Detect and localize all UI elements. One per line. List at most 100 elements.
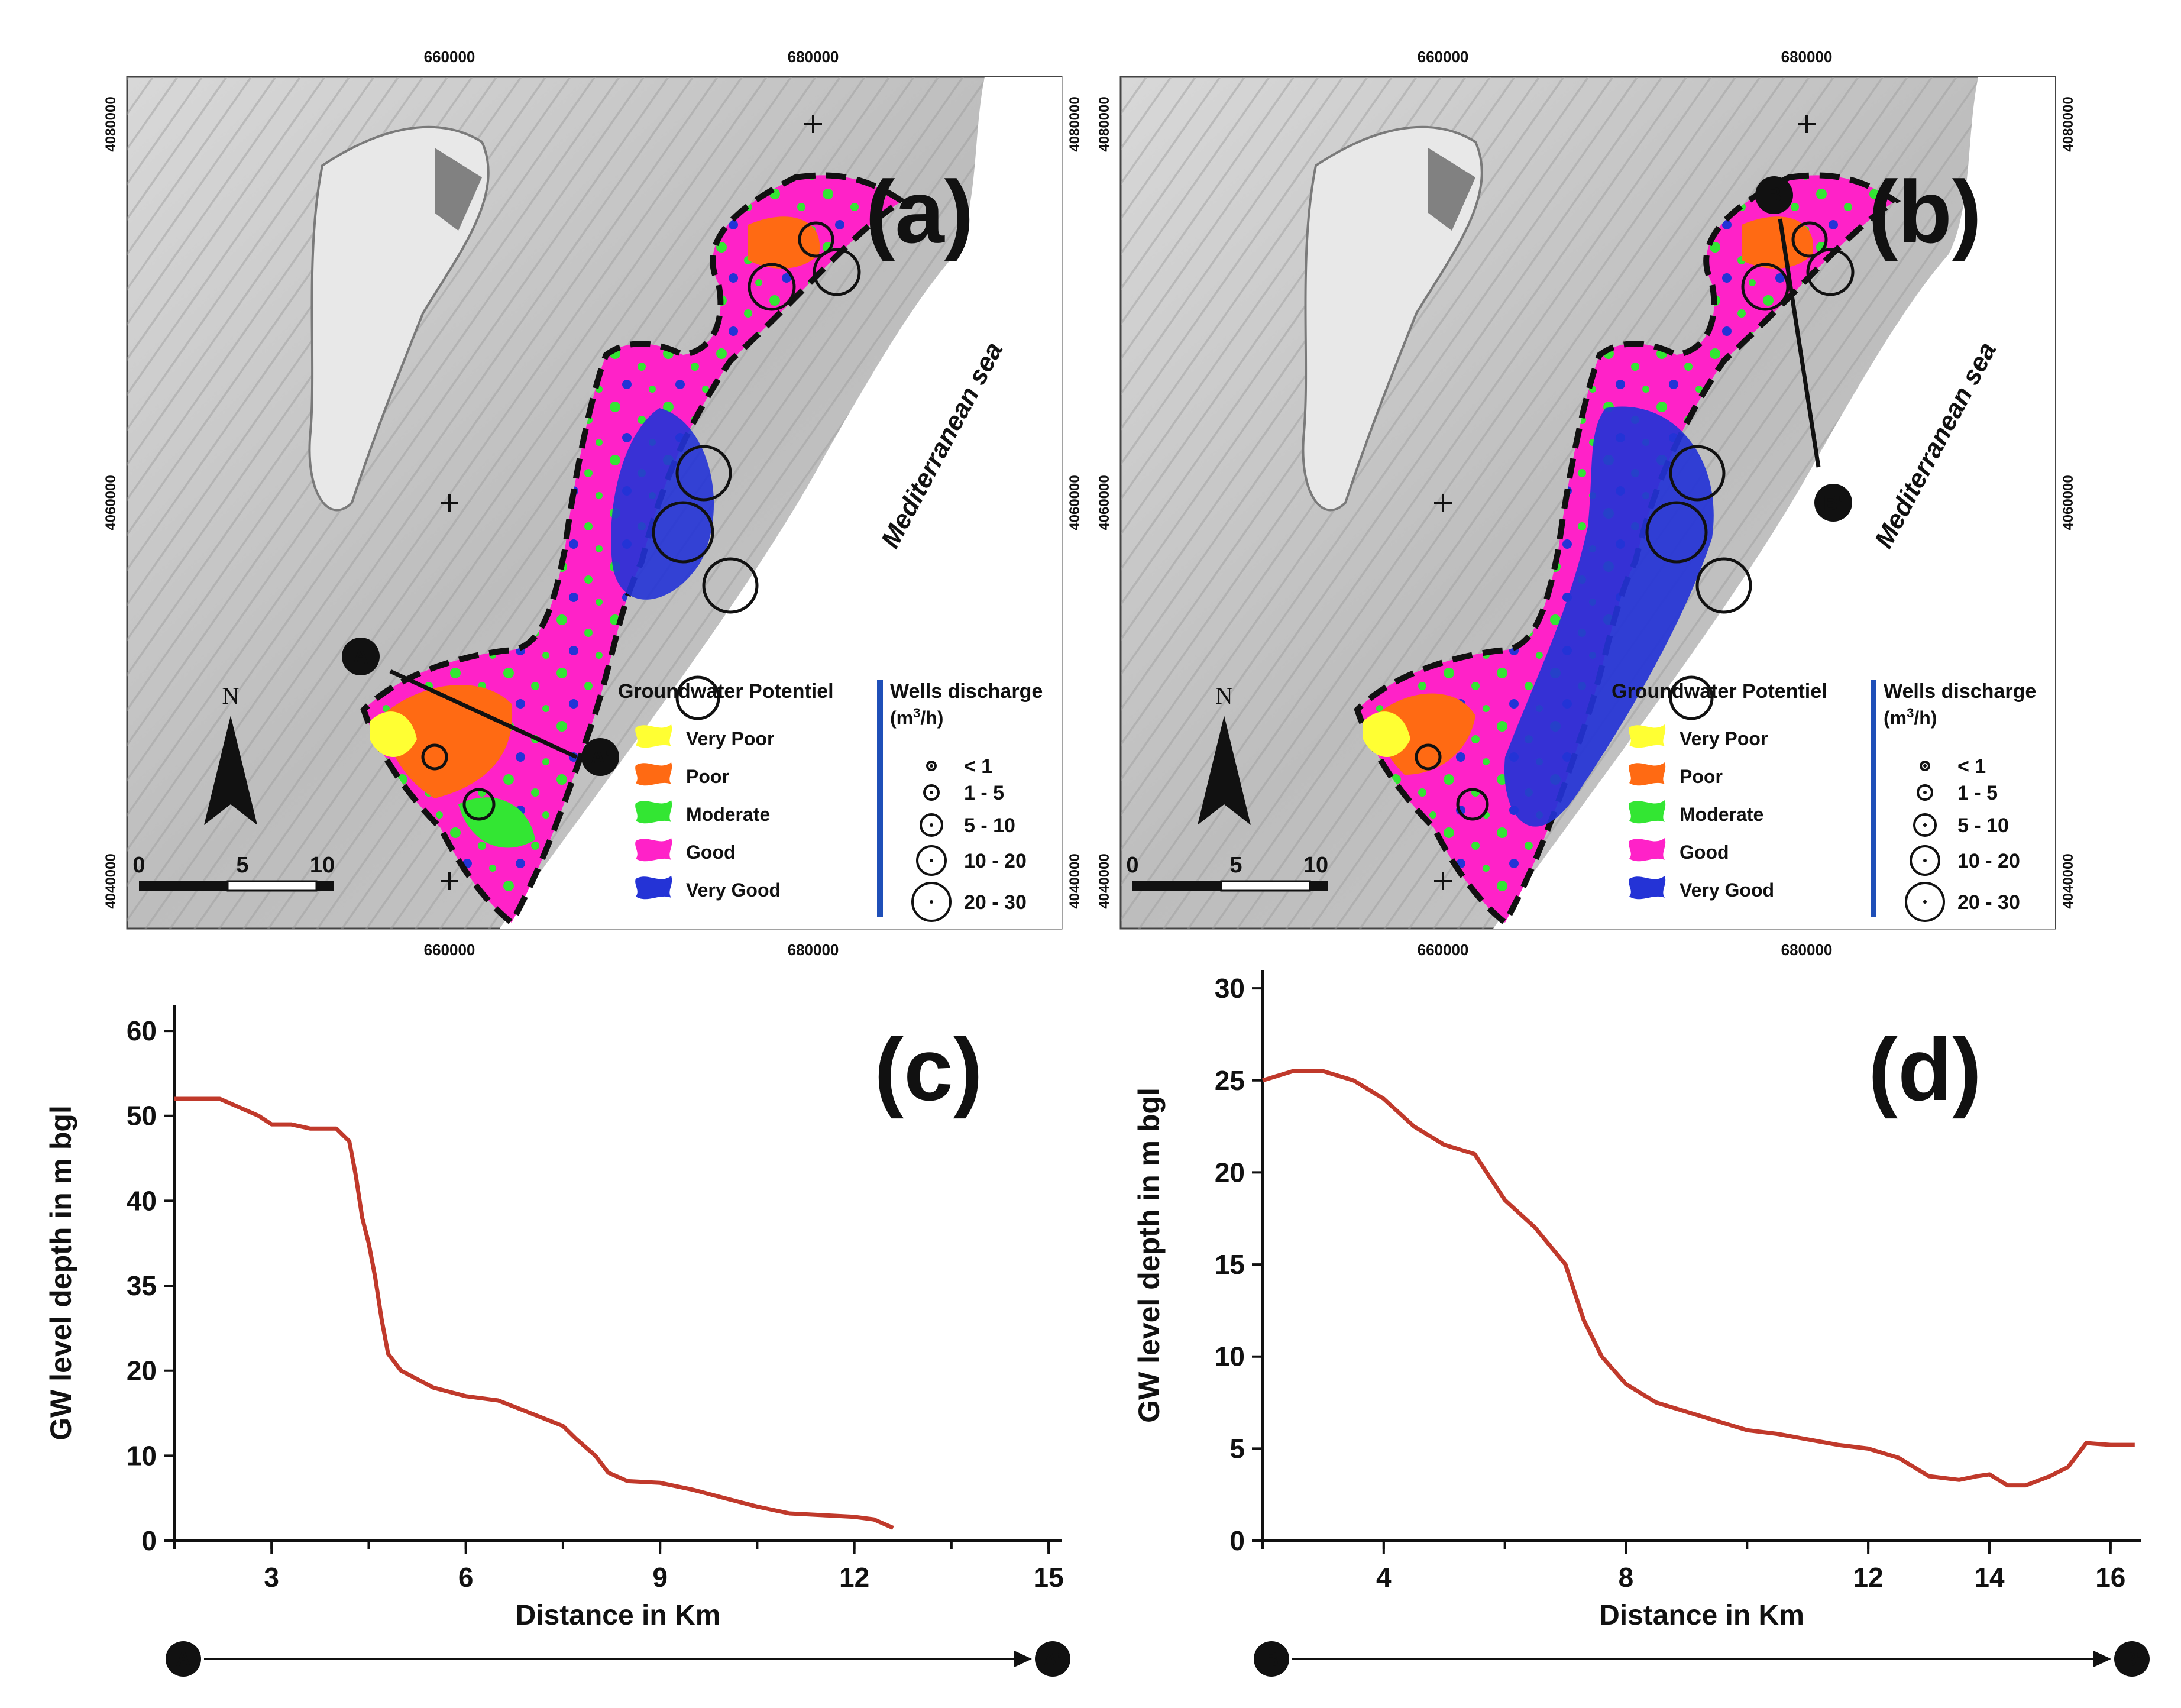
legend-swatch-good bbox=[1629, 838, 1666, 862]
legend-swatch-poor bbox=[635, 762, 672, 786]
y-tick-label: 25 bbox=[1215, 1065, 1245, 1096]
map-x-tick-label: 660000 bbox=[424, 48, 475, 66]
map-x-tick-label: 680000 bbox=[788, 48, 839, 66]
wells-legend-label: 1 - 5 bbox=[964, 782, 1004, 804]
wells-legend-dot bbox=[930, 791, 933, 794]
well-marker bbox=[652, 501, 714, 564]
wells-legend-dot bbox=[930, 900, 933, 904]
wells-legend-unit: (m3/h) bbox=[890, 706, 943, 729]
wells-legend-dot bbox=[1923, 823, 1927, 827]
point-b-label: B bbox=[1766, 183, 1782, 207]
wells-legend-circle bbox=[926, 761, 937, 771]
wells-legend-dot bbox=[1923, 859, 1927, 862]
map-y-tick-label: 4040000 bbox=[103, 853, 119, 908]
wells-legend-circle bbox=[1910, 845, 1940, 876]
ridge-shadow bbox=[435, 148, 482, 231]
map-y-tick-label: 4080000 bbox=[1096, 96, 1112, 151]
legend-label-very-poor: Very Poor bbox=[1680, 728, 1768, 749]
well-marker bbox=[1806, 248, 1855, 296]
profile-arrow-head-icon bbox=[2093, 1651, 2111, 1667]
profile-end-label: A' bbox=[1044, 1649, 1062, 1670]
wells-legend-circle bbox=[920, 813, 943, 837]
very-poor-patch bbox=[370, 711, 417, 757]
wells-legend-label: 10 - 20 bbox=[964, 850, 1027, 872]
grid-cross bbox=[1434, 494, 1452, 512]
profile-start-marker bbox=[1254, 1641, 1289, 1677]
legend-label-very-poor: Very Poor bbox=[686, 728, 774, 749]
wells-legend-label: 20 - 30 bbox=[1957, 891, 2020, 914]
map-decorations: 660000 660000 680000 680000 4080000 4080000 40… bbox=[103, 48, 2076, 959]
well-marker bbox=[1791, 221, 1828, 258]
wells-legend-title: Wells discharge bbox=[890, 680, 1043, 703]
panel-label-d: (d) bbox=[1868, 1020, 1982, 1119]
profile-start-label: A bbox=[176, 1648, 191, 1671]
wells-legend-label: 20 - 30 bbox=[964, 891, 1027, 914]
profile-line-a bbox=[389, 669, 578, 759]
y-axis-label: GW level depth in m bgl bbox=[44, 1105, 77, 1441]
y-tick-label: 40 bbox=[127, 1185, 157, 1216]
point-b-prime-label: B' bbox=[1824, 492, 1843, 515]
sea-area bbox=[500, 77, 1062, 929]
very-good-patch bbox=[1504, 406, 1714, 827]
wells-legend-circle bbox=[1913, 813, 1937, 837]
legend-swatch-poor bbox=[1629, 762, 1666, 786]
wells-legend-circle bbox=[1905, 882, 1945, 922]
y-tick-label: 0 bbox=[141, 1525, 157, 1556]
point-a-prime-label: A' bbox=[591, 746, 610, 769]
chart-d: 0 5 10 15 20 25 30 4 8 12 14 16 Distance in Km GW lev… bbox=[1132, 970, 2150, 1677]
legend-label-poor: Poor bbox=[1680, 766, 1723, 787]
x-axis-label: Distance in Km bbox=[1599, 1600, 1804, 1631]
legend-label-very-good: Very Good bbox=[1680, 879, 1774, 901]
scale-label: 10 bbox=[310, 853, 335, 878]
y-tick-label: 10 bbox=[127, 1440, 157, 1471]
map-y-tick-label: 4060000 bbox=[103, 475, 119, 530]
panel-label-a: (a) bbox=[865, 162, 973, 261]
well-marker bbox=[421, 743, 448, 771]
potential-legend-title: Groundwater Potentiel bbox=[1612, 680, 1827, 703]
point-a-marker bbox=[342, 638, 380, 675]
map-x-tick-label: 660000 bbox=[424, 941, 475, 959]
y-tick-label: 30 bbox=[1215, 973, 1245, 1004]
legend-label-good: Good bbox=[686, 842, 736, 863]
profile-line-b bbox=[1778, 218, 1821, 468]
wells-legend-circle bbox=[923, 784, 940, 801]
well-marker bbox=[1695, 557, 1752, 614]
legend-swatch-very-good bbox=[1629, 876, 1666, 900]
legend-swatch-very-good bbox=[635, 876, 672, 900]
wells-legend-dot bbox=[1923, 791, 1927, 794]
wells-markers bbox=[421, 221, 861, 821]
grid-cross bbox=[1434, 872, 1452, 890]
y-tick-label: 0 bbox=[1229, 1525, 1245, 1556]
north-arrow-icon bbox=[204, 716, 257, 825]
scale-bar-end bbox=[1310, 881, 1328, 891]
north-label: N bbox=[1216, 682, 1233, 709]
wells-legend-circle bbox=[916, 845, 947, 876]
scale-bar-dark bbox=[139, 881, 228, 891]
point-b-marker bbox=[1755, 176, 1793, 214]
wells-legend-label: 1 - 5 bbox=[1957, 782, 1998, 804]
map-y-tick-label: 4060000 bbox=[2060, 475, 2076, 530]
series-line bbox=[1261, 1069, 2135, 1488]
y-tick-label: 10 bbox=[1215, 1341, 1245, 1372]
legend-divider bbox=[877, 680, 883, 917]
grid-cross bbox=[441, 494, 458, 512]
wells-legend-title: Wells discharge bbox=[1884, 680, 2036, 703]
x-tick-label: 8 bbox=[1619, 1562, 1634, 1593]
potential-zone bbox=[1354, 172, 1901, 927]
legend-swatch-very-poor bbox=[1629, 724, 1666, 748]
scale-label: 0 bbox=[1126, 853, 1138, 878]
wells-legend-label: 5 - 10 bbox=[964, 814, 1015, 837]
legend-swatch-moderate bbox=[1629, 800, 1666, 824]
y-tick-label: 35 bbox=[127, 1270, 157, 1301]
wells-legend-circle bbox=[911, 882, 952, 922]
legend-label-very-good: Very Good bbox=[686, 879, 781, 901]
wells-legend-circle bbox=[1920, 761, 1930, 771]
wells-legend-dot bbox=[930, 823, 933, 827]
profile-end-marker bbox=[2114, 1641, 2150, 1677]
well-marker bbox=[675, 675, 720, 720]
well-marker bbox=[798, 221, 834, 258]
moderate-patch bbox=[458, 797, 535, 848]
y-tick-label: 5 bbox=[1229, 1433, 1245, 1464]
profile-end-marker bbox=[1035, 1641, 1070, 1677]
